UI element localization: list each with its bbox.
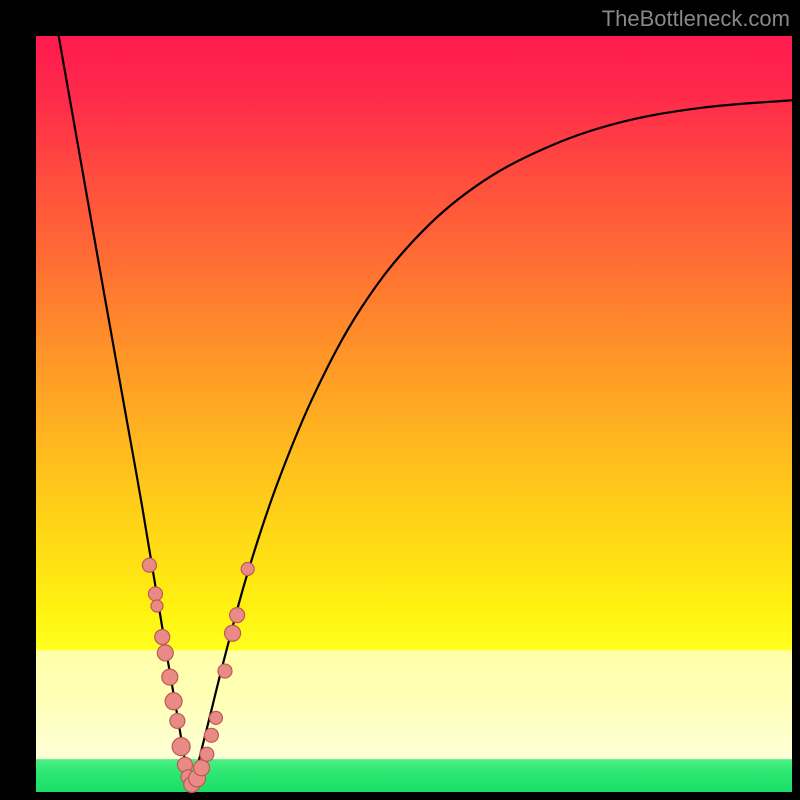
marker-point [155, 630, 170, 645]
curve-right [191, 100, 792, 792]
marker-point [241, 562, 254, 575]
marker-point [204, 728, 218, 742]
marker-point [200, 747, 214, 761]
marker-point [172, 738, 190, 756]
marker-point [218, 664, 232, 678]
marker-point [157, 645, 173, 661]
marker-point [165, 693, 182, 710]
marker-group [142, 558, 254, 792]
marker-point [230, 608, 245, 623]
chart-stage: TheBottleneck.com [0, 0, 800, 800]
marker-point [142, 558, 156, 572]
watermark-text: TheBottleneck.com [602, 6, 790, 32]
marker-point [194, 760, 210, 776]
marker-point [225, 625, 241, 641]
marker-point [170, 713, 185, 728]
marker-point [162, 669, 178, 685]
marker-point [209, 711, 222, 724]
marker-point [151, 600, 163, 612]
bottleneck-curve-plot [0, 0, 800, 800]
marker-point [148, 587, 162, 601]
